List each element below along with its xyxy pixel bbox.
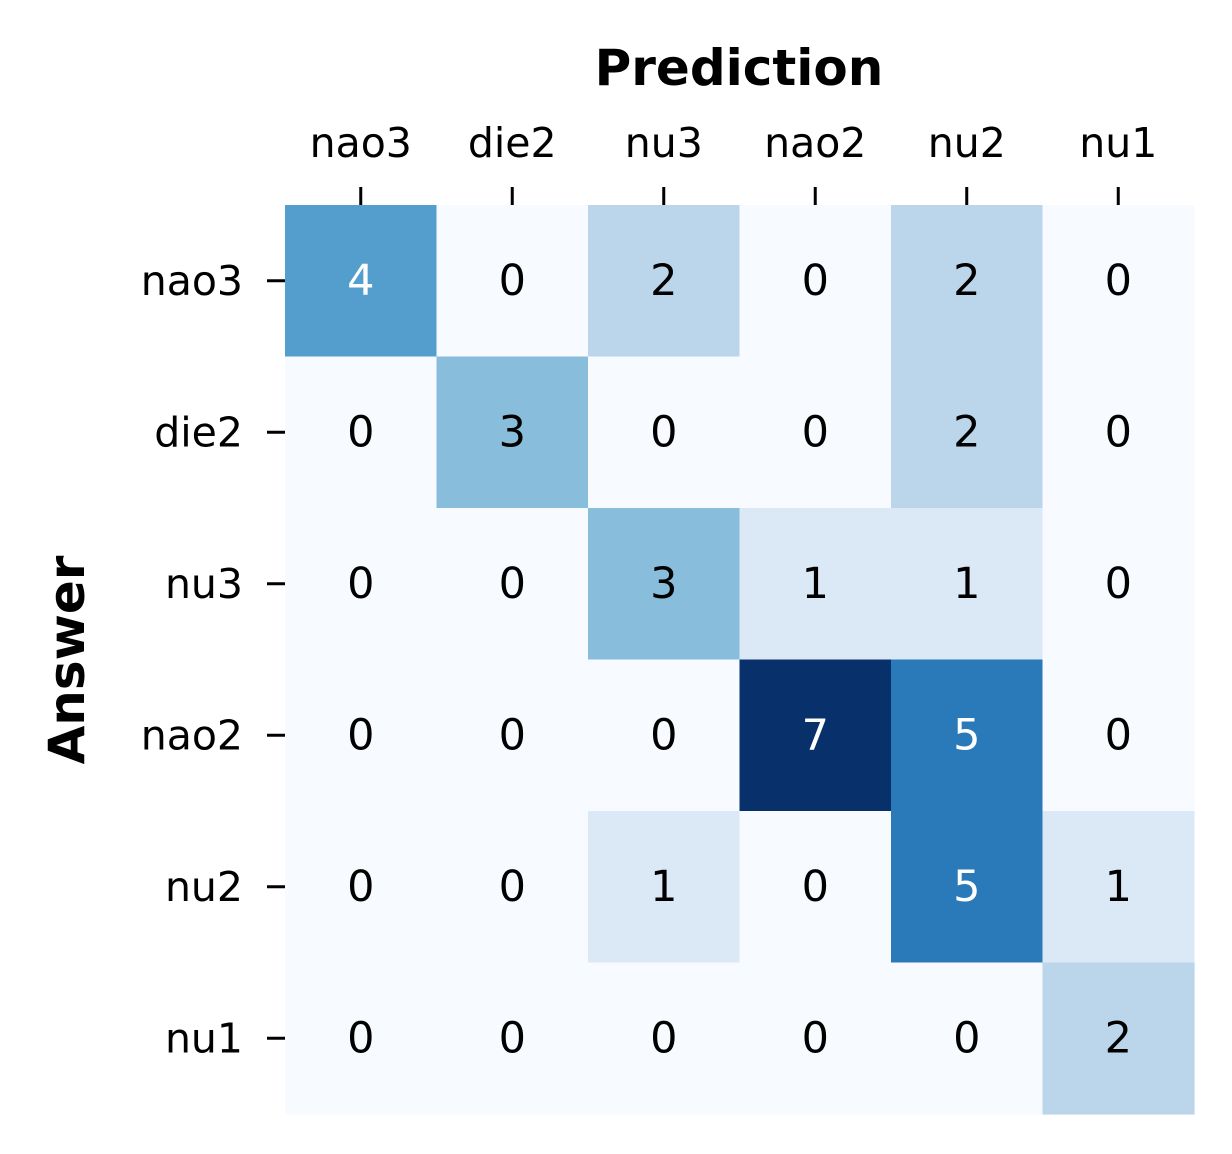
cell-value-label: 0 (650, 1013, 677, 1063)
heatmap-cell (285, 659, 438, 812)
heatmap-cell (891, 356, 1044, 509)
heatmap-cell (891, 962, 1044, 1115)
cell-value-label: 0 (347, 559, 374, 609)
cell-value-label: 0 (499, 1013, 526, 1063)
x-axis-ticks: nao3 die2 nu3 nao2 nu2 nu1 (310, 119, 1157, 205)
y-tick-label: nu3 (165, 560, 243, 608)
heatmap-cell (1042, 811, 1195, 964)
y-tick-label: nu1 (165, 1014, 243, 1062)
heatmap-cell (588, 356, 741, 509)
y-axis-title: Answer (38, 555, 96, 764)
x-tick-label: nu2 (928, 119, 1006, 167)
cell-value-label: 2 (650, 256, 677, 306)
x-tick-label: nu3 (625, 119, 703, 167)
cell-value-label: 1 (650, 862, 677, 912)
cell-value-label: 0 (1105, 559, 1132, 609)
cell-value-label: 0 (1105, 256, 1132, 306)
heatmap-cell (1042, 962, 1195, 1115)
heatmap-cell (285, 811, 438, 964)
cell-value-label: 0 (650, 407, 677, 457)
cell-value-label: 7 (802, 710, 829, 760)
cell-value-label: 0 (1105, 710, 1132, 760)
heatmap-cell (436, 811, 589, 964)
cell-value-label: 0 (347, 407, 374, 457)
heatmap-cell (588, 205, 741, 358)
cell-value-label: 0 (802, 256, 829, 306)
cell-value-label: 2 (953, 256, 980, 306)
heatmap-cell (739, 811, 892, 964)
cell-value-label: 0 (347, 1013, 374, 1063)
heatmap-cell (891, 508, 1044, 661)
cell-value-label: 3 (650, 559, 677, 609)
heatmap-cell (891, 811, 1044, 964)
heatmap-cell (436, 356, 589, 509)
cell-value-label: 0 (650, 710, 677, 760)
cell-value-label: 0 (802, 862, 829, 912)
cell-value-label: 1 (802, 559, 829, 609)
cell-value-label: 0 (802, 407, 829, 457)
cell-value-label: 5 (953, 862, 980, 912)
cell-value-label: 3 (499, 407, 526, 457)
cell-value-label: 0 (347, 710, 374, 760)
heatmap-cell (739, 659, 892, 812)
cell-value-label: 0 (347, 862, 374, 912)
heatmap-cell (285, 508, 438, 661)
cell-value-label: 0 (499, 559, 526, 609)
heatmap-cell (739, 962, 892, 1115)
heatmap-cell (588, 508, 741, 661)
heatmap-cell (436, 205, 589, 358)
heatmap-cells: 4 0 2 0 2 00 3 0 0 2 00 0 3 1 1 00 0 0 7 5 00 0 1 0 5 10 0 0 0 0 2 (285, 205, 1195, 1115)
heatmap-cell (1042, 659, 1195, 812)
cell-value-label: 4 (347, 256, 374, 306)
heatmap-cell (1042, 205, 1195, 358)
heatmap-cell (436, 659, 589, 812)
y-tick-label: die2 (154, 408, 243, 456)
cell-value-label: 2 (1105, 1013, 1132, 1063)
cell-value-label: 0 (499, 710, 526, 760)
heatmap-cell (588, 659, 741, 812)
cell-value-label: 0 (499, 256, 526, 306)
heatmap-cell (891, 659, 1044, 812)
heatmap-cell (739, 356, 892, 509)
heatmap-cell (1042, 508, 1195, 661)
cell-value-label: 0 (802, 1013, 829, 1063)
heatmap-cell (739, 205, 892, 358)
cell-value-label: 0 (1105, 407, 1132, 457)
x-tick-label: die2 (468, 119, 557, 167)
y-tick-label: nao3 (141, 257, 243, 305)
cell-value-label: 2 (953, 407, 980, 457)
heatmap-cell (436, 508, 589, 661)
cell-value-label: 0 (499, 862, 526, 912)
heatmap-cell (285, 205, 438, 358)
cell-value-label: 5 (953, 710, 980, 760)
heatmap-cell (891, 205, 1044, 358)
heatmap-cell (436, 962, 589, 1115)
heatmap-cell (739, 508, 892, 661)
y-tick-label: nu2 (165, 863, 243, 911)
cell-value-label: 1 (1105, 862, 1132, 912)
x-axis-title: Prediction (595, 39, 884, 97)
x-tick-label: nao3 (310, 119, 412, 167)
y-tick-label: nao2 (141, 711, 243, 759)
y-axis-ticks: nao3 die2 nu3 nao2 nu2 nu1 (141, 257, 285, 1062)
cell-value-label: 1 (953, 559, 980, 609)
x-tick-label: nao2 (764, 119, 866, 167)
heatmap-cell (588, 811, 741, 964)
x-tick-label: nu1 (1079, 119, 1157, 167)
heatmap-cell (588, 962, 741, 1115)
heatmap-cell (1042, 356, 1195, 509)
heatmap-cell (285, 962, 438, 1115)
cell-value-label: 0 (953, 1013, 980, 1063)
heatmap-cell (285, 356, 438, 509)
